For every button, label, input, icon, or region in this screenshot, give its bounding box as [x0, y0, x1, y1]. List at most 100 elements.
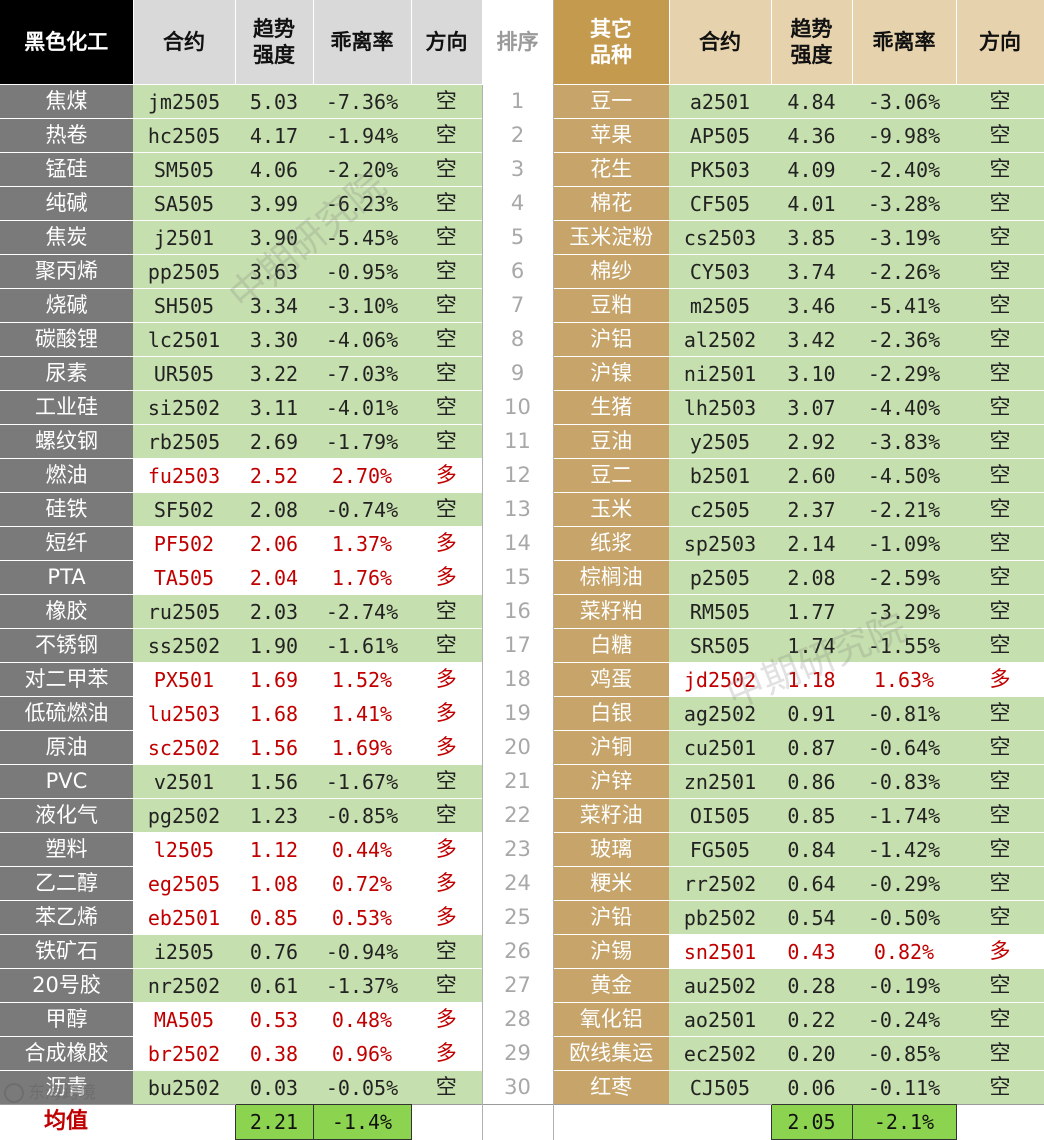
table-row: 螺纹钢 rb2505 2.69 -1.79% 空 11 豆油 y2505 2.92 -3.83% 空	[0, 424, 1044, 459]
left-commodity-name: 烧碱	[0, 288, 133, 323]
rank-number: 10	[481, 390, 554, 425]
right-trend-strength: 0.06	[771, 1070, 852, 1105]
left-contract-code: nr2502	[133, 968, 235, 1003]
rank-number: 13	[481, 492, 554, 527]
left-commodity-name: 原油	[0, 730, 133, 765]
right-trend-strength: 0.20	[771, 1036, 852, 1071]
right-trend-strength: 4.01	[771, 186, 852, 221]
left-deviation-average: -1.4%	[312, 1104, 412, 1140]
left-deviation-rate: -4.01%	[313, 390, 411, 425]
left-contract-code: SH505	[133, 288, 235, 323]
table-row: PVC v2501 1.56 -1.67% 空 21 沪锌 zn2501 0.86 -0.83% 空	[0, 764, 1044, 799]
right-contract-code: ni2501	[669, 356, 771, 391]
left-contract-code: SA505	[133, 186, 235, 221]
right-direction: 空	[956, 900, 1044, 935]
right-commodity-name: 棉纱	[553, 254, 669, 289]
left-deviation-rate: -2.20%	[313, 152, 411, 187]
right-deviation-rate: -3.83%	[852, 424, 956, 459]
left-direction: 空	[411, 254, 482, 289]
right-trend-strength: 0.43	[771, 934, 852, 969]
right-direction: 空	[956, 424, 1044, 459]
left-contract-code: v2501	[133, 764, 235, 799]
right-direction: 空	[956, 492, 1044, 527]
rank-number: 6	[481, 254, 554, 289]
table-row: 对二甲苯 PX501 1.69 1.52% 多 18 鸡蛋 jd2502 1.18 1.63% 多	[0, 662, 1044, 697]
right-deviation-rate: -3.28%	[852, 186, 956, 221]
rank-number: 8	[481, 322, 554, 357]
right-direction: 空	[956, 152, 1044, 187]
left-commodity-name: 橡胶	[0, 594, 133, 629]
left-direction: 多	[411, 560, 482, 595]
left-deviation-rate: 1.69%	[313, 730, 411, 765]
right-trend-average: 2.05	[770, 1104, 853, 1140]
right-direction: 多	[956, 934, 1044, 969]
left-deviation-header: 乖离率	[313, 0, 412, 85]
left-contract-header: 合约	[133, 0, 236, 85]
left-trend-strength: 5.03	[235, 84, 313, 119]
right-deviation-rate: -0.29%	[852, 866, 956, 901]
left-commodity-name: 20号胶	[0, 968, 133, 1003]
rank-number: 18	[481, 662, 554, 697]
right-trend-strength: 0.91	[771, 696, 852, 731]
table-row: 苯乙烯 eb2501 0.85 0.53% 多 25 沪铅 pb2502 0.54 -0.50% 空	[0, 900, 1044, 935]
right-contract-code: CY503	[669, 254, 771, 289]
right-direction: 空	[956, 322, 1044, 357]
right-trend-strength: 4.36	[771, 118, 852, 153]
right-contract-code: sn2501	[669, 934, 771, 969]
right-deviation-rate: -4.50%	[852, 458, 956, 493]
left-trend-average: 2.21	[234, 1104, 314, 1140]
right-deviation-average: -2.1%	[851, 1104, 957, 1140]
right-contract-code: RM505	[669, 594, 771, 629]
left-trend-strength: 2.52	[235, 458, 313, 493]
right-direction: 空	[956, 390, 1044, 425]
left-trend-strength: 3.34	[235, 288, 313, 323]
right-direction: 空	[956, 832, 1044, 867]
right-contract-code: FG505	[669, 832, 771, 867]
right-deviation-rate: -0.11%	[852, 1070, 956, 1105]
left-contract-code: MA505	[133, 1002, 235, 1037]
right-direction-header: 方向	[956, 0, 1044, 85]
right-group-header: 其它 品种	[553, 0, 670, 85]
left-direction: 多	[411, 866, 482, 901]
left-contract-code: rb2505	[133, 424, 235, 459]
left-direction: 多	[411, 832, 482, 867]
right-commodity-name: 花生	[553, 152, 669, 187]
left-direction: 空	[411, 186, 482, 221]
right-commodity-name: 沪铝	[553, 322, 669, 357]
left-trend-strength: 4.06	[235, 152, 313, 187]
right-commodity-name: 沪铅	[553, 900, 669, 935]
left-contract-code: si2502	[133, 390, 235, 425]
table-row: 焦炭 j2501 3.90 -5.45% 空 5 玉米淀粉 cs2503 3.85 -3.19% 空	[0, 220, 1044, 255]
left-contract-code: i2505	[133, 934, 235, 969]
table-row: 聚丙烯 pp2505 3.63 -0.95% 空 6 棉纱 CY503 3.74 -2.26% 空	[0, 254, 1044, 289]
table-row: 乙二醇 eg2505 1.08 0.72% 多 24 粳米 rr2502 0.64 -0.29% 空	[0, 866, 1044, 901]
right-contract-code: AP505	[669, 118, 771, 153]
right-deviation-rate: -2.29%	[852, 356, 956, 391]
left-deviation-rate: -4.06%	[313, 322, 411, 357]
left-commodity-name: 塑料	[0, 832, 133, 867]
right-trend-strength: 1.18	[771, 662, 852, 697]
left-contract-code: ru2505	[133, 594, 235, 629]
right-deviation-rate: -1.09%	[852, 526, 956, 561]
rank-number: 23	[481, 832, 554, 867]
right-commodity-name: 鸡蛋	[553, 662, 669, 697]
rank-number: 5	[481, 220, 554, 255]
left-trend-strength: 3.99	[235, 186, 313, 221]
left-trend-strength: 3.63	[235, 254, 313, 289]
left-commodity-name: 工业硅	[0, 390, 133, 425]
left-contract-code: jm2505	[133, 84, 235, 119]
right-direction: 空	[956, 764, 1044, 799]
left-commodity-name: 合成橡胶	[0, 1036, 133, 1071]
left-commodity-name: 锰硅	[0, 152, 133, 187]
right-direction: 空	[956, 356, 1044, 391]
left-deviation-rate: -0.95%	[313, 254, 411, 289]
table-row: 焦煤 jm2505 5.03 -7.36% 空 1 豆一 a2501 4.84 -3.06% 空	[0, 84, 1044, 119]
left-direction: 空	[411, 390, 482, 425]
left-deviation-rate: -5.45%	[313, 220, 411, 255]
table-row: 碳酸锂 lc2501 3.30 -4.06% 空 8 沪铝 al2502 3.42 -2.36% 空	[0, 322, 1044, 357]
right-deviation-rate: -0.64%	[852, 730, 956, 765]
left-trend-header: 趋势 强度	[235, 0, 314, 85]
table-row: 液化气 pg2502 1.23 -0.85% 空 22 菜籽油 OI505 0.85 -1.74%…	[0, 798, 1044, 833]
left-trend-strength: 0.85	[235, 900, 313, 935]
